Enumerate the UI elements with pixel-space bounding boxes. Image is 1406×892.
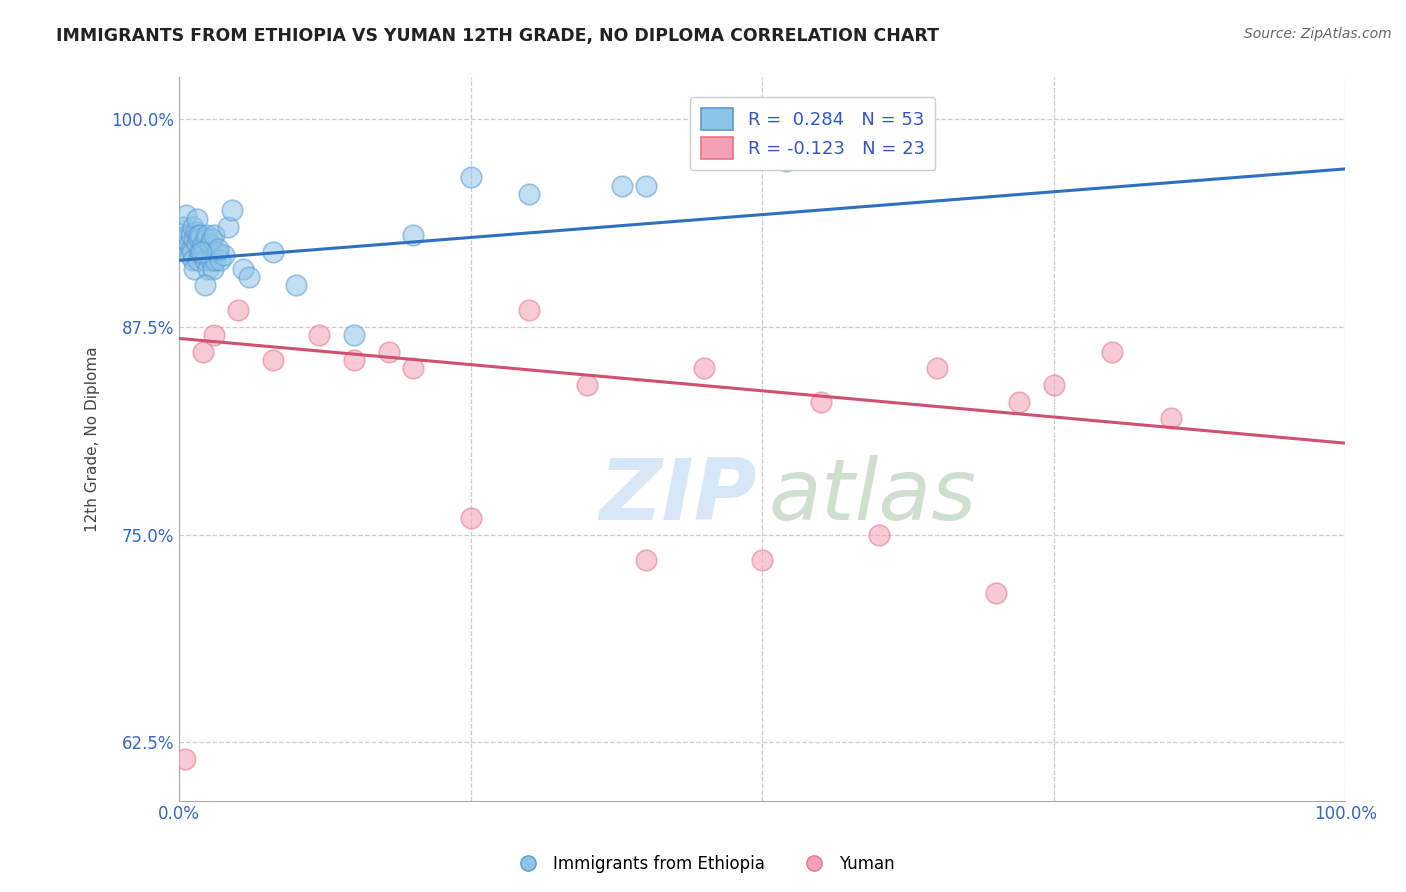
Point: [188, 245, 211, 260]
Point: [262, 245, 284, 260]
Point: [343, 328, 366, 343]
Point: [209, 253, 232, 268]
Point: [187, 228, 209, 243]
Point: [200, 253, 222, 268]
Point: [177, 236, 200, 251]
Point: [174, 752, 197, 766]
Point: [181, 245, 204, 260]
Point: [198, 236, 221, 251]
Point: [460, 170, 482, 185]
Point: [1043, 378, 1066, 392]
Point: [401, 228, 423, 243]
Point: [460, 511, 482, 525]
Point: [180, 242, 202, 256]
Point: [775, 153, 797, 168]
Point: [868, 527, 890, 541]
Point: [174, 209, 197, 223]
Point: [193, 245, 215, 260]
Point: [984, 586, 1007, 600]
Point: [634, 552, 657, 566]
Y-axis label: 12th Grade, No Diploma: 12th Grade, No Diploma: [86, 346, 100, 532]
Point: [1008, 394, 1031, 409]
Point: [176, 228, 198, 243]
Point: [179, 248, 201, 262]
Point: [195, 228, 218, 243]
Point: [751, 552, 773, 566]
Legend: R =  0.284   N = 53, R = -0.123   N = 23: R = 0.284 N = 53, R = -0.123 N = 23: [690, 97, 935, 170]
Point: [284, 278, 307, 293]
Point: [576, 378, 599, 392]
Point: [181, 253, 204, 268]
Text: IMMIGRANTS FROM ETHIOPIA VS YUMAN 12TH GRADE, NO DIPLOMA CORRELATION CHART: IMMIGRANTS FROM ETHIOPIA VS YUMAN 12TH G…: [56, 27, 939, 45]
Point: [186, 236, 208, 251]
Point: [188, 232, 211, 246]
Point: [195, 232, 218, 246]
Point: [221, 203, 243, 218]
Text: Source: ZipAtlas.com: Source: ZipAtlas.com: [1244, 27, 1392, 41]
Point: [308, 328, 330, 343]
Point: [927, 361, 949, 376]
Text: atlas: atlas: [768, 456, 976, 539]
Point: [194, 253, 217, 268]
Point: [183, 232, 205, 246]
Point: [205, 245, 228, 260]
Point: [197, 261, 219, 276]
Point: [194, 278, 217, 293]
Point: [204, 253, 226, 268]
Point: [202, 328, 225, 343]
Point: [201, 232, 224, 246]
Point: [238, 269, 260, 284]
Point: [183, 261, 205, 276]
Point: [186, 211, 208, 226]
Point: [378, 344, 401, 359]
Point: [232, 261, 254, 276]
Point: [262, 353, 284, 368]
Point: [191, 248, 214, 262]
Point: [202, 261, 225, 276]
Point: [693, 361, 716, 376]
Point: [181, 220, 204, 235]
Point: [212, 248, 235, 262]
Point: [184, 225, 207, 239]
Point: [517, 303, 540, 318]
Point: [187, 253, 209, 268]
Point: [343, 353, 366, 368]
Point: [401, 361, 423, 376]
Point: [1101, 344, 1123, 359]
Point: [207, 242, 229, 256]
Point: [180, 228, 202, 243]
Point: [174, 232, 197, 246]
Point: [202, 228, 225, 243]
Point: [191, 344, 214, 359]
Point: [172, 220, 194, 235]
Point: [612, 178, 634, 193]
Point: [190, 245, 212, 260]
Legend: Immigrants from Ethiopia, Yuman: Immigrants from Ethiopia, Yuman: [505, 848, 901, 880]
Point: [517, 186, 540, 201]
Point: [634, 178, 657, 193]
Point: [191, 236, 214, 251]
Point: [188, 228, 211, 243]
Point: [226, 303, 249, 318]
Point: [217, 220, 239, 235]
Text: ZIP: ZIP: [599, 456, 756, 539]
Point: [810, 394, 832, 409]
Point: [1160, 411, 1182, 425]
